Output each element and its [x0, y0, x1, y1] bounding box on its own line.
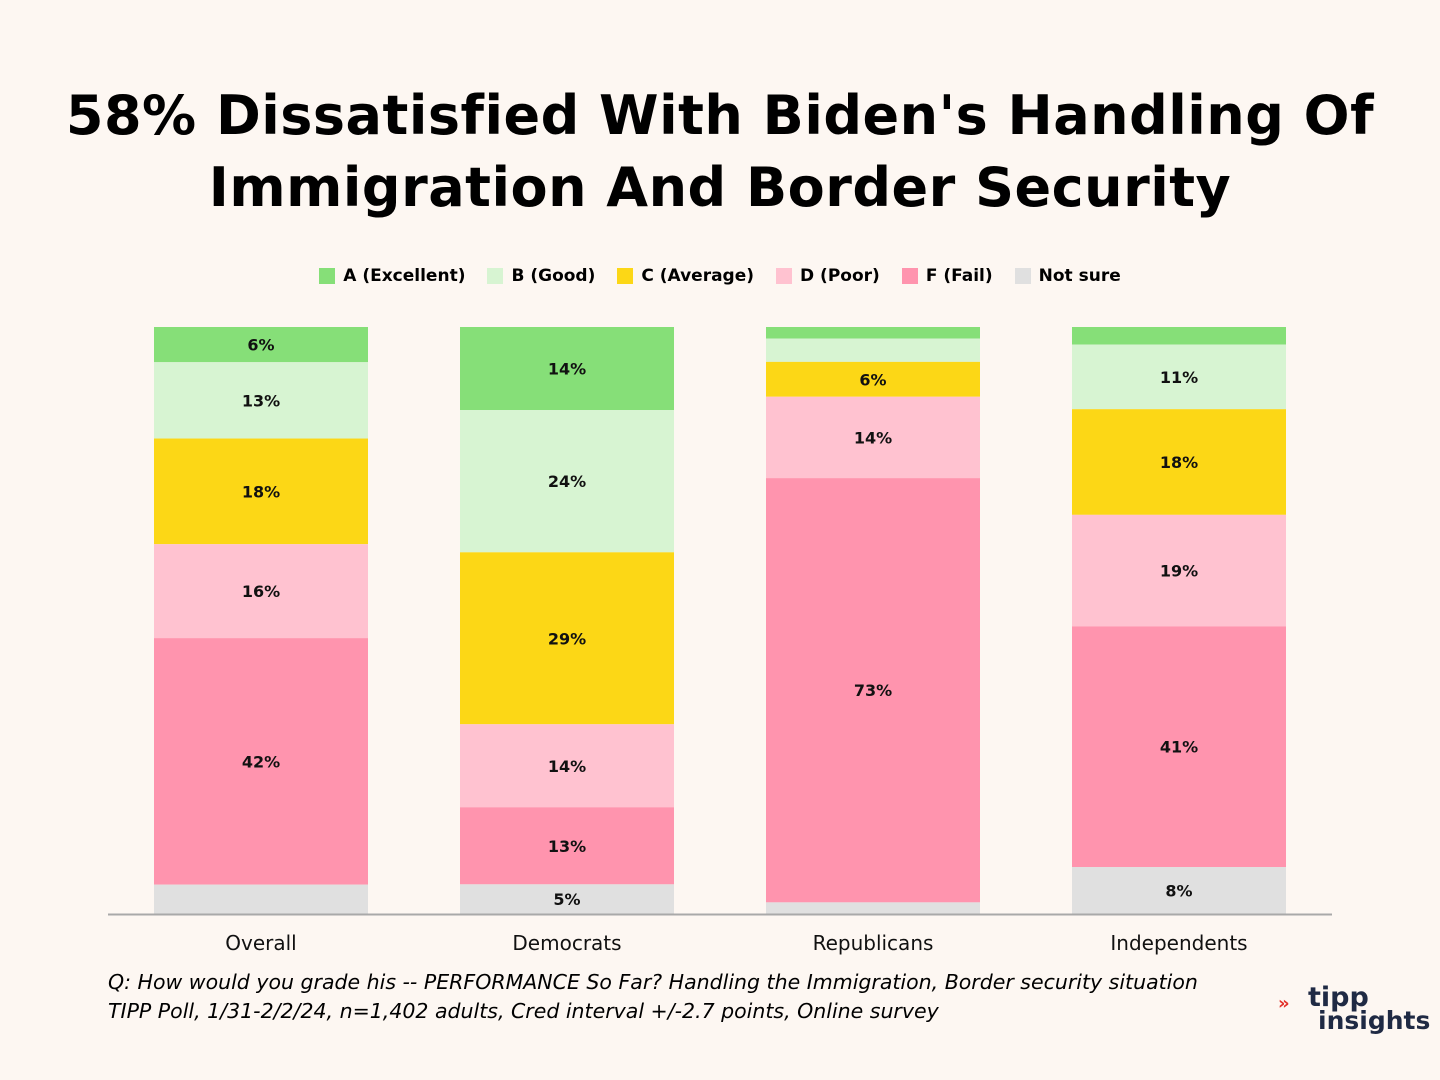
legend-item-b: B (Good) [487, 266, 595, 286]
legend-item-a: A (Excellent) [319, 266, 465, 286]
bar-segment-republicans-not-sure [766, 902, 980, 914]
bar-segment-republicans-f-fail [766, 478, 980, 903]
bar-segment-republicans-b-good [766, 338, 980, 362]
data-label-democrats-f-fail: 13% [548, 837, 586, 856]
bar-segment-independents-b-good [1072, 344, 1286, 410]
legend-label-b: B (Good) [511, 266, 596, 286]
footnote-source: TIPP Poll, 1/31-2/2/24, n=1,402 adults, … [108, 999, 939, 1023]
bar-segment-republicans-d-poor [766, 396, 980, 479]
bar-segment-independents-c-average [1072, 409, 1286, 515]
bar-segment-overall-b-good [154, 362, 368, 439]
data-label-republicans-c-average: 6% [859, 370, 886, 389]
data-label-independents-b-good: 11% [1160, 368, 1198, 387]
bar-segment-independents-f-fail [1072, 626, 1286, 868]
data-label-overall-c-average: 18% [242, 482, 280, 501]
legend-label-not-sure: Not sure [1038, 266, 1121, 286]
footnote-question: Q: How would you grade his -- PERFORMANC… [108, 970, 1198, 994]
logo-text-insights: insights [1318, 1006, 1431, 1035]
bar-segment-independents-a-excellent [1072, 327, 1286, 345]
chart-title: 58% Dissatisfied With Biden's Handling O… [0, 80, 1440, 224]
legend-swatch-b [487, 268, 504, 284]
category-label-republicans: Republicans [813, 931, 934, 955]
bar-segment-overall-d-poor [154, 544, 368, 639]
legend-item-c: C (Average) [617, 266, 754, 286]
legend-item-not-sure: Not sure [1014, 266, 1121, 286]
data-label-overall-f-fail: 42% [242, 752, 280, 771]
data-label-overall-d-poor: 16% [242, 582, 280, 601]
legend-swatch-d [776, 268, 793, 284]
legend-label-f: F (Fail) [925, 266, 993, 286]
bar-segment-overall-c-average [154, 438, 368, 545]
logo-arrow-icon: » [1278, 993, 1290, 1014]
bar-segment-overall-a-excellent [154, 327, 368, 363]
legend-swatch-a [319, 268, 336, 284]
legend-item-d: D (Poor) [776, 266, 880, 286]
data-label-independents-f-fail: 41% [1160, 738, 1198, 757]
tipp-insights-logo: » tipp insights [1278, 982, 1431, 1035]
bar-segment-democrats-f-fail [460, 807, 674, 885]
data-label-independents-d-poor: 19% [1160, 562, 1198, 581]
chart-title-line-2: Immigration And Border Security [208, 156, 1232, 219]
bar-segment-independents-d-poor [1072, 514, 1286, 627]
legend-swatch-c [617, 268, 634, 284]
legend-item-f: F (Fail) [901, 266, 993, 286]
chart-title-line-1: 58% Dissatisfied With Biden's Handling O… [65, 84, 1375, 147]
legend-label-d: D (Poor) [800, 266, 880, 286]
logo-text-tipp: tipp [1308, 982, 1369, 1013]
bar-segment-democrats-c-average [460, 552, 674, 725]
category-label-overall: Overall [225, 931, 296, 955]
bar-segment-democrats-b-good [460, 410, 674, 553]
footnote: Q: How would you grade his -- PERFORMANC… [108, 968, 1268, 1026]
data-label-overall-a-excellent: 6% [247, 336, 274, 355]
bar-segment-democrats-d-poor [460, 724, 674, 808]
legend-swatch-not-sure [1014, 268, 1031, 284]
category-label-democrats: Democrats [512, 931, 621, 955]
bar-segment-republicans-a-excellent [766, 327, 980, 339]
data-label-democrats-c-average: 29% [548, 629, 586, 648]
bar-segment-republicans-c-average [766, 361, 980, 397]
data-label-democrats-b-good: 24% [548, 472, 586, 491]
bar-segment-democrats-not-sure [460, 884, 674, 914]
legend-label-a: A (Excellent) [343, 266, 466, 286]
bar-segment-independents-not-sure [1072, 867, 1286, 914]
data-label-independents-c-average: 18% [1160, 453, 1198, 472]
category-label-independents: Independents [1110, 931, 1247, 955]
legend-swatch-f [901, 268, 918, 284]
data-label-overall-b-good: 13% [242, 391, 280, 410]
data-label-independents-not-sure: 8% [1165, 882, 1192, 901]
data-label-democrats-not-sure: 5% [553, 890, 580, 909]
data-label-democrats-a-excellent: 14% [548, 360, 586, 379]
bar-segment-overall-f-fail [154, 638, 368, 885]
data-label-republicans-d-poor: 14% [854, 428, 892, 447]
legend: A (Excellent) B (Good) C (Average) D (Po… [0, 266, 1440, 286]
data-label-republicans-f-fail: 73% [854, 681, 892, 700]
data-label-democrats-d-poor: 14% [548, 757, 586, 776]
bar-segment-overall-not-sure [154, 884, 368, 914]
bar-segment-democrats-a-excellent [460, 327, 674, 411]
legend-label-c: C (Average) [641, 266, 755, 286]
